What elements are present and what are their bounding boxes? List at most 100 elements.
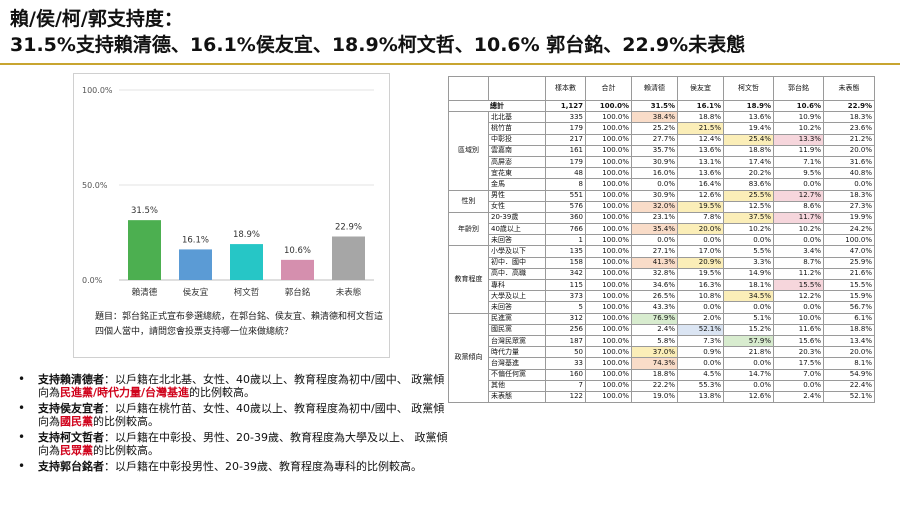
table-cell: 30.9% bbox=[631, 189, 678, 202]
bar bbox=[332, 236, 365, 280]
table-cell: 12.7% bbox=[773, 189, 824, 202]
table-cell: 21.5% bbox=[677, 122, 724, 135]
y-tick-label: 50.0% bbox=[82, 181, 108, 190]
table-cell: 100.0% bbox=[585, 144, 632, 157]
table-cell: 100.0% bbox=[585, 390, 632, 404]
crosstab-table: 樣本數 合計 賴清德 侯友宜 柯文哲 郭台銘 未表態 總計 1,127 100.0% 31.5% 1… bbox=[448, 76, 875, 404]
bar bbox=[281, 259, 314, 280]
table-cell: 33 bbox=[545, 357, 586, 370]
table-row: 金馬 8 100.0% 0.0% 16.4% 83.6% 0.0% 0.0% bbox=[449, 178, 875, 191]
table-cell: 27.1% bbox=[631, 245, 678, 258]
table-cell: 52.1% bbox=[823, 390, 875, 404]
table-cell: 15.6% bbox=[773, 334, 824, 348]
title-line-1: 賴/侯/柯/郭支持度： bbox=[10, 8, 183, 30]
column-header: 樣本數 bbox=[545, 76, 586, 101]
table-cell: 32.8% bbox=[631, 267, 678, 281]
table-cell: 19.0% bbox=[631, 390, 678, 404]
table-cell: 13.8% bbox=[677, 390, 724, 404]
table-cell: 12.6% bbox=[723, 390, 774, 404]
table-cell: 11.2% bbox=[773, 267, 824, 281]
table-cell: 20.0% bbox=[823, 144, 875, 157]
table-row: 40歲以上 766 100.0% 35.4% 20.0% 10.2% 10.2% 24.2% bbox=[449, 223, 875, 236]
table-cell: 20.0% bbox=[677, 223, 724, 236]
table-row: 宜花東 48 100.0% 16.0% 13.6% 20.2% 9.5% 40.8% bbox=[449, 167, 875, 180]
table-row: 時代力量 50 100.0% 37.0% 0.9% 21.8% 20.3% 20.0% bbox=[449, 346, 875, 359]
row-label: 其他 bbox=[488, 379, 546, 392]
table-cell: 100.0% bbox=[585, 256, 632, 269]
table-cell: 3.3% bbox=[723, 256, 774, 269]
table-cell: 47.0% bbox=[823, 245, 875, 258]
table-cell: 18.9% bbox=[723, 99, 774, 113]
bar-chart: 0.0% 50.0% 100.0% 31.5% 賴清德 16.1% 侯友宜 18.9% 柯文哲 1… bbox=[73, 73, 390, 358]
bar bbox=[230, 244, 263, 280]
table-cell: 3.4% bbox=[773, 245, 824, 258]
table-cell: 55.3% bbox=[677, 379, 724, 392]
table-cell: 135 bbox=[545, 245, 586, 258]
table-cell: 18.8% bbox=[823, 323, 875, 336]
table-cell: 83.6% bbox=[723, 178, 774, 191]
table-cell: 76.9% bbox=[631, 312, 678, 325]
table-cell: 766 bbox=[545, 223, 586, 236]
row-label: 宜花東 bbox=[488, 167, 546, 180]
table-row: 台灣基進 33 100.0% 74.3% 0.0% 0.0% 17.5% 8.1% bbox=[449, 357, 875, 370]
table-cell: 4.5% bbox=[677, 368, 724, 381]
table-row: 雲嘉南 161 100.0% 35.7% 13.6% 18.8% 11.9% 20.0% bbox=[449, 144, 875, 157]
x-tick-label: 未表態 bbox=[336, 287, 362, 298]
column-header: 侯友宜 bbox=[677, 76, 724, 101]
table-cell: 11.6% bbox=[773, 323, 824, 336]
finding-tail: 的比例較高。 bbox=[93, 415, 159, 428]
table-cell: 0.0% bbox=[631, 178, 678, 191]
table-cell: 14.7% bbox=[723, 368, 774, 381]
table-cell: 7 bbox=[545, 379, 586, 392]
finding-text: ：以戶籍在中彰投男性、20-39歲、教育程度為專科的比例較高。 bbox=[104, 460, 422, 473]
table-cell: 217 bbox=[545, 133, 586, 146]
table-cell: 13.6% bbox=[677, 144, 724, 157]
row-label: 專科 bbox=[488, 278, 546, 292]
table-cell: 5.1% bbox=[723, 312, 774, 325]
table-cell: 50 bbox=[545, 346, 586, 359]
row-label: 男性 bbox=[488, 189, 546, 202]
table-cell: 100.0% bbox=[585, 278, 632, 292]
table-cell: 20.9% bbox=[677, 256, 724, 269]
table-row: 政黨傾向 民進黨 312 100.0% 76.9% 2.0% 5.1% 10.0% 6.1% bbox=[448, 312, 875, 404]
table-row: 專科 115 100.0% 34.6% 16.3% 18.1% 15.5% 15.5% bbox=[449, 278, 875, 292]
table-cell: 100.0% bbox=[585, 178, 632, 191]
table-cell: 21.2% bbox=[823, 133, 875, 146]
table-row: 未表態 122 100.0% 19.0% 13.8% 12.6% 2.4% 52.1% bbox=[449, 390, 875, 404]
table-cell: 10.2% bbox=[773, 223, 824, 236]
table-cell: 312 bbox=[545, 312, 586, 325]
table-cell: 52.1% bbox=[677, 323, 724, 336]
x-tick-label: 柯文哲 bbox=[234, 287, 260, 298]
table-row: 高中．高職 342 100.0% 32.8% 19.5% 14.9% 11.2% 21.6% bbox=[449, 267, 875, 281]
table-cell: 24.2% bbox=[823, 223, 875, 236]
table-cell: 2.0% bbox=[677, 312, 724, 325]
table-cell: 8.7% bbox=[773, 256, 824, 269]
table-cell: 256 bbox=[545, 323, 586, 336]
row-label: 40歲以上 bbox=[488, 223, 546, 236]
table-cell: 179 bbox=[545, 122, 586, 135]
table-cell: 15.5% bbox=[823, 278, 875, 292]
table-cell: 11.9% bbox=[773, 144, 824, 157]
table-cell: 14.9% bbox=[723, 267, 774, 281]
table-cell: 38.4% bbox=[631, 111, 678, 124]
finding-text: ：以戶籍在中彰投、男性、20-39歲、教育程度為大學及以上、 政黨傾向為 bbox=[38, 431, 448, 457]
row-label: 高屏澎 bbox=[488, 155, 546, 169]
table-cell: 335 bbox=[545, 111, 586, 124]
table-cell: 10.8% bbox=[677, 290, 724, 303]
row-label: 大學及以上 bbox=[488, 290, 546, 303]
table-cell: 22.9% bbox=[823, 99, 875, 113]
table-cell: 54.9% bbox=[823, 368, 875, 381]
table-cell: 5 bbox=[545, 301, 586, 314]
table-cell: 18.8% bbox=[723, 144, 774, 157]
table-cell: 10.9% bbox=[773, 111, 824, 124]
table-cell: 0.0% bbox=[677, 234, 724, 247]
table-cell: 12.5% bbox=[723, 200, 774, 213]
column-header bbox=[448, 76, 489, 101]
row-label: 高中．高職 bbox=[488, 267, 546, 281]
table-cell: 0.0% bbox=[723, 301, 774, 314]
column-header: 郭台銘 bbox=[773, 76, 824, 101]
finding-text: ：以戶籍在桃竹苗、女性、40歲以上、教育程度為初中/國中、 政黨傾向為 bbox=[38, 402, 445, 428]
table-cell: 6.1% bbox=[823, 312, 875, 325]
table-cell: 19.5% bbox=[677, 267, 724, 281]
row-label: 初中．國中 bbox=[488, 256, 546, 269]
